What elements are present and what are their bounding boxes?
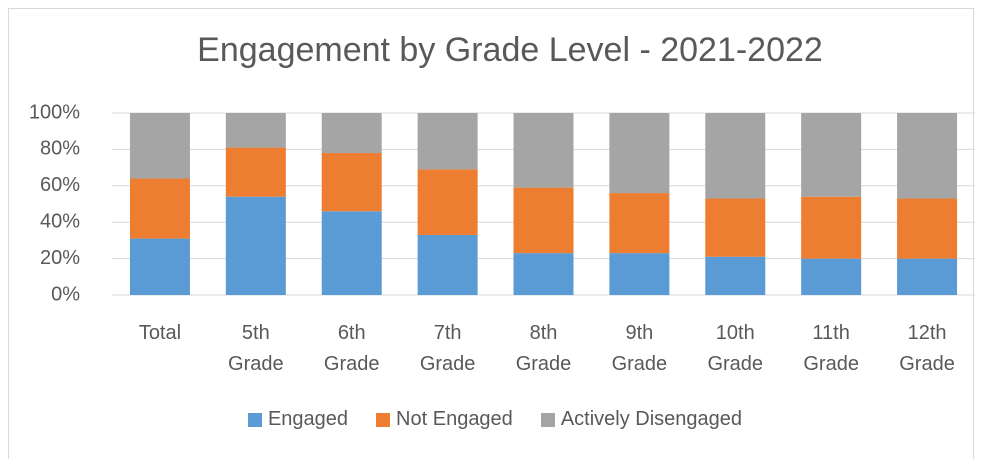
bar-segment [513, 187, 574, 254]
x-tick-label: 12th Grade [899, 322, 955, 375]
bar-segment [609, 253, 670, 295]
bar-segment [801, 196, 862, 259]
bar-segment [225, 147, 286, 197]
bar-segment [513, 253, 574, 295]
legend-item: Engaged [247, 408, 349, 431]
bar-segment [129, 178, 190, 239]
legend: Engaged Not Engaged Actively Disengaged [0, 408, 990, 431]
legend-swatch [247, 412, 262, 427]
legend-item: Not Engaged [376, 408, 513, 431]
legend-label: Engaged [267, 408, 349, 430]
bar-segment [609, 113, 670, 194]
bar-segment [321, 211, 382, 295]
y-tick-label: 80% [40, 138, 80, 160]
bar-segment [225, 196, 286, 295]
legend-swatch [540, 412, 555, 427]
y-tick-label: 60% [40, 174, 80, 196]
bar-segment [609, 193, 670, 254]
y-tick-label: 100% [29, 101, 80, 123]
x-tick-label: 11th Grade [803, 322, 859, 375]
bar-segment [417, 169, 478, 235]
bar-segment [897, 113, 958, 199]
bar-segment [897, 198, 958, 259]
x-tick-label: 7th Grade [419, 322, 476, 375]
bar-segment [321, 153, 382, 212]
bar-segment [417, 234, 478, 295]
legend-label: Not Engaged [396, 408, 513, 430]
bar-segment [225, 113, 286, 148]
bar-segment [801, 258, 862, 295]
bar-segment [129, 238, 190, 295]
x-tick-label: Total [138, 322, 182, 344]
bar-segment [129, 113, 190, 179]
legend-label: Actively Disengaged [560, 408, 743, 430]
bar-segment [897, 258, 958, 295]
y-tick-label: 40% [40, 210, 80, 232]
y-tick-label: 0% [51, 283, 80, 305]
chart-border [8, 8, 974, 459]
bar-segment [321, 113, 382, 154]
x-tick-label: 5th Grade [228, 322, 284, 375]
legend-swatch [376, 412, 391, 427]
bar-segment [705, 113, 766, 199]
bar-segment [513, 113, 574, 188]
x-tick-label: 9th Grade [611, 322, 668, 375]
bar-segment [417, 113, 478, 170]
x-tick-label: 10th Grade [707, 322, 764, 375]
x-tick-label: 6th Grade [323, 322, 380, 375]
y-tick-label: 20% [40, 247, 80, 269]
legend-item: Actively Disengaged [540, 408, 743, 431]
chart-title: Engagement by Grade Level - 2021-2022 [197, 31, 823, 69]
bar-segment [705, 198, 766, 257]
bar-segment [705, 256, 766, 295]
x-tick-label: 8th Grade [515, 322, 572, 375]
bar-segment [801, 113, 862, 197]
